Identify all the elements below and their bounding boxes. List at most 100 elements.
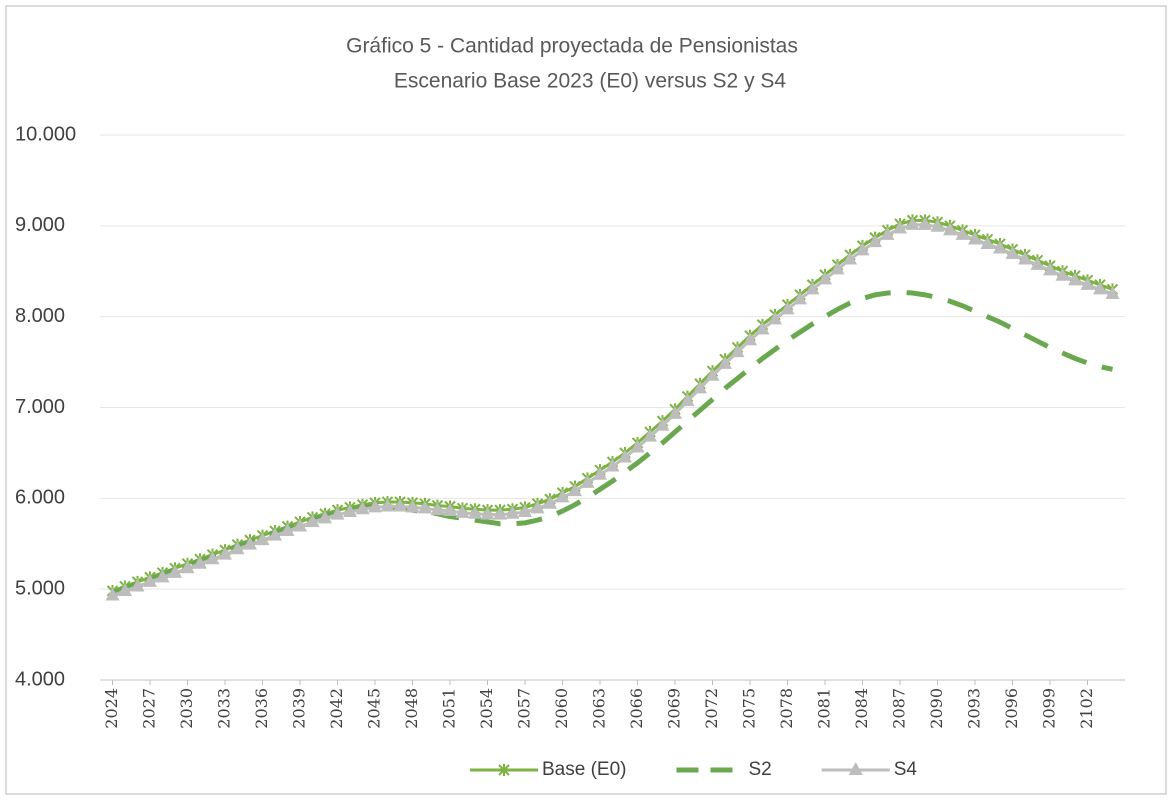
marker bbox=[130, 578, 145, 592]
x-tick-label: 2096 bbox=[1002, 688, 1021, 729]
marker bbox=[880, 226, 895, 240]
marker bbox=[493, 506, 507, 520]
marker bbox=[155, 569, 170, 583]
x-tick-label: 2057 bbox=[515, 688, 534, 729]
marker bbox=[718, 355, 732, 369]
marker bbox=[980, 236, 995, 249]
marker bbox=[580, 474, 595, 488]
marker bbox=[680, 393, 695, 407]
marker bbox=[255, 532, 270, 546]
x-tick-label: 2093 bbox=[965, 688, 984, 729]
marker bbox=[605, 458, 620, 472]
marker bbox=[355, 501, 370, 515]
marker bbox=[955, 226, 970, 240]
marker bbox=[905, 216, 920, 230]
marker bbox=[180, 560, 195, 574]
x-tick-label: 2084 bbox=[852, 688, 871, 729]
legend-label: S4 bbox=[894, 759, 918, 780]
x-tick-label: 2102 bbox=[1077, 688, 1096, 729]
x-tick-label: 2066 bbox=[627, 688, 646, 729]
x-tick-label: 2072 bbox=[702, 688, 721, 729]
marker bbox=[630, 439, 645, 453]
marker bbox=[1043, 262, 1057, 276]
marker bbox=[543, 495, 557, 509]
marker bbox=[193, 555, 207, 569]
y-tick-label: 8.000 bbox=[15, 305, 65, 327]
x-tick-label: 2027 bbox=[140, 688, 159, 729]
y-tick-label: 4.000 bbox=[15, 668, 65, 690]
marker bbox=[830, 261, 845, 275]
x-tick-label: 2036 bbox=[252, 688, 271, 729]
marker bbox=[843, 251, 857, 265]
marker bbox=[1093, 281, 1107, 295]
x-tick-label: 2039 bbox=[290, 688, 309, 729]
marker bbox=[468, 505, 482, 519]
x-tick-label: 2087 bbox=[890, 688, 909, 729]
marker bbox=[293, 518, 307, 532]
x-tick-label: 2078 bbox=[777, 688, 796, 729]
x-tick-label: 2042 bbox=[327, 688, 346, 729]
marker bbox=[455, 504, 470, 518]
marker bbox=[443, 503, 457, 517]
x-tick-label: 2051 bbox=[440, 688, 459, 729]
marker bbox=[930, 218, 945, 232]
marker bbox=[848, 762, 863, 775]
marker bbox=[693, 380, 707, 394]
x-tick-label: 2054 bbox=[477, 688, 496, 729]
marker bbox=[968, 231, 982, 245]
marker bbox=[705, 367, 720, 381]
marker bbox=[218, 546, 232, 560]
legend-label: Base (E0) bbox=[542, 759, 626, 780]
x-tick-label: 2024 bbox=[102, 688, 121, 729]
marker bbox=[668, 405, 682, 419]
marker bbox=[805, 281, 820, 295]
chart-title: Gráfico 5 - Cantidad proyectada de Pensi… bbox=[346, 35, 798, 58]
marker bbox=[280, 523, 295, 537]
y-tick-label: 5.000 bbox=[15, 577, 65, 599]
marker bbox=[743, 332, 757, 346]
marker bbox=[230, 541, 245, 555]
marker bbox=[1105, 285, 1120, 299]
marker bbox=[918, 216, 932, 230]
marker bbox=[505, 505, 520, 519]
marker bbox=[168, 564, 182, 578]
chart-subtitle: Escenario Base 2023 (E0) versus S2 y S4 bbox=[394, 70, 787, 93]
x-tick-label: 2060 bbox=[552, 688, 571, 729]
marker bbox=[318, 510, 332, 524]
marker bbox=[818, 271, 832, 285]
marker bbox=[768, 311, 782, 325]
x-tick-label: 2033 bbox=[215, 688, 234, 729]
marker bbox=[268, 527, 282, 541]
marker bbox=[618, 449, 632, 463]
x-tick-label: 2099 bbox=[1040, 688, 1059, 729]
marker bbox=[1030, 256, 1045, 270]
marker bbox=[1055, 267, 1070, 281]
marker bbox=[305, 513, 320, 527]
marker bbox=[530, 500, 545, 514]
y-tick-label: 7.000 bbox=[15, 396, 65, 418]
marker bbox=[868, 234, 882, 248]
marker bbox=[118, 582, 132, 596]
marker bbox=[343, 503, 357, 517]
x-tick-label: 2069 bbox=[665, 688, 684, 729]
marker bbox=[368, 499, 382, 513]
marker bbox=[1005, 245, 1020, 259]
marker bbox=[1080, 276, 1095, 290]
marker bbox=[1068, 272, 1082, 286]
marker bbox=[1018, 251, 1032, 265]
x-tick-label: 2030 bbox=[177, 688, 196, 729]
marker bbox=[943, 222, 957, 236]
marker bbox=[730, 344, 745, 358]
x-tick-label: 2048 bbox=[402, 688, 421, 729]
marker bbox=[893, 220, 907, 234]
marker bbox=[555, 489, 570, 503]
marker bbox=[393, 498, 407, 512]
x-tick-label: 2090 bbox=[927, 688, 946, 729]
marker bbox=[755, 321, 770, 335]
legend-label: S2 bbox=[748, 759, 771, 780]
x-tick-label: 2075 bbox=[740, 688, 759, 729]
marker bbox=[430, 502, 445, 516]
y-tick-label: 10.000 bbox=[15, 123, 76, 145]
marker bbox=[518, 503, 532, 517]
